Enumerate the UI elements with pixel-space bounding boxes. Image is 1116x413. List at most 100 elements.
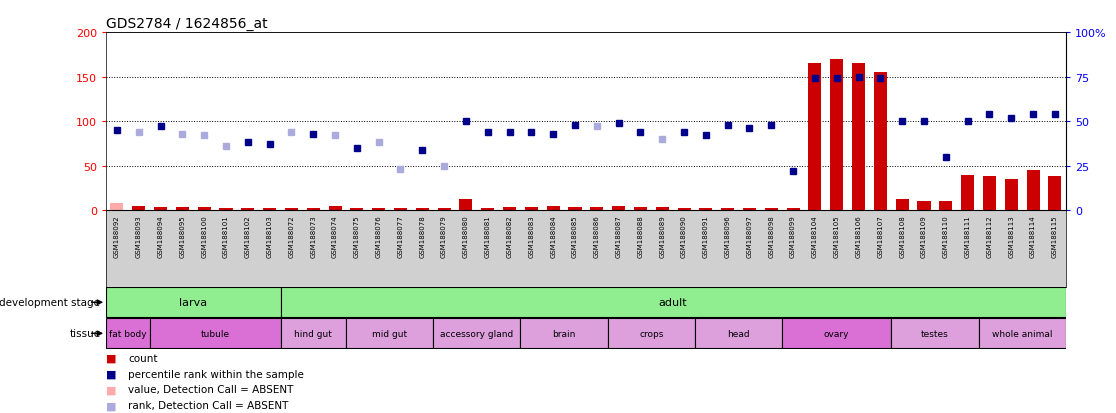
Bar (460, 200, 472, 211)
Bar (241, 209, 254, 211)
Text: value, Detection Call = ABSENT: value, Detection Call = ABSENT (128, 385, 294, 394)
Text: crops: crops (639, 329, 664, 338)
Text: ■: ■ (106, 400, 116, 410)
Bar (176, 208, 189, 211)
Bar (520, 319, 608, 349)
Bar (110, 204, 124, 211)
Text: GSM188079: GSM188079 (441, 214, 448, 257)
Bar (612, 206, 625, 211)
Bar (285, 209, 298, 211)
Text: whole animal: whole animal (992, 329, 1052, 338)
Bar (700, 209, 712, 211)
Text: count: count (128, 353, 157, 363)
Bar (830, 60, 844, 211)
Bar (154, 208, 167, 211)
Text: GSM188098: GSM188098 (768, 214, 775, 257)
Text: GSM188075: GSM188075 (354, 214, 359, 257)
Text: GSM188081: GSM188081 (484, 214, 491, 257)
Bar (874, 73, 887, 211)
Text: GSM188114: GSM188114 (1030, 214, 1036, 257)
Bar (695, 319, 782, 349)
Bar (677, 209, 691, 211)
Bar (1004, 180, 1018, 211)
Text: GDS2784 / 1624856_at: GDS2784 / 1624856_at (106, 17, 268, 31)
Bar (150, 319, 280, 349)
Text: GSM188100: GSM188100 (201, 214, 208, 257)
Text: GSM188095: GSM188095 (180, 214, 185, 257)
Text: GSM188105: GSM188105 (834, 214, 839, 257)
Bar (503, 208, 516, 211)
Bar (350, 209, 364, 211)
Text: ■: ■ (106, 369, 116, 379)
Bar (106, 319, 150, 349)
Text: GSM188115: GSM188115 (1052, 214, 1058, 257)
Text: GSM188093: GSM188093 (136, 214, 142, 257)
Bar (608, 319, 695, 349)
Bar (787, 209, 800, 211)
Text: tubule: tubule (201, 329, 230, 338)
Text: GSM188101: GSM188101 (223, 214, 229, 257)
Bar (979, 319, 1066, 349)
Text: GSM188080: GSM188080 (463, 214, 469, 257)
Text: fat body: fat body (109, 329, 146, 338)
Text: GSM188096: GSM188096 (724, 214, 731, 257)
Bar (940, 202, 952, 211)
Text: head: head (728, 329, 750, 338)
Bar (220, 209, 232, 211)
Bar (892, 319, 979, 349)
Text: GSM188106: GSM188106 (856, 214, 862, 257)
Bar (743, 209, 756, 211)
Text: tissue: tissue (69, 328, 100, 339)
Bar (433, 319, 520, 349)
Bar (346, 319, 433, 349)
Text: rank, Detection Call = ABSENT: rank, Detection Call = ABSENT (128, 400, 289, 410)
Bar (1027, 171, 1040, 211)
Bar (280, 287, 1066, 317)
Text: GSM188077: GSM188077 (397, 214, 404, 257)
Text: GSM188078: GSM188078 (420, 214, 425, 257)
Text: GSM188085: GSM188085 (573, 214, 578, 257)
Text: GSM188073: GSM188073 (310, 214, 316, 257)
Text: GSM188083: GSM188083 (528, 214, 535, 257)
Text: GSM188090: GSM188090 (681, 214, 687, 257)
Bar (656, 208, 668, 211)
Text: GSM188111: GSM188111 (964, 214, 971, 257)
Text: GSM188108: GSM188108 (899, 214, 905, 257)
Bar (896, 200, 908, 211)
Text: GSM188074: GSM188074 (333, 214, 338, 257)
Text: mid gut: mid gut (372, 329, 407, 338)
Bar (437, 209, 451, 211)
Bar (961, 175, 974, 211)
Text: GSM188104: GSM188104 (812, 214, 818, 257)
Bar (568, 208, 581, 211)
Text: GSM188092: GSM188092 (114, 214, 119, 257)
Text: GSM188086: GSM188086 (594, 214, 599, 257)
Bar (481, 209, 494, 211)
Bar (198, 208, 211, 211)
Bar (307, 209, 320, 211)
Bar (852, 64, 865, 211)
Text: GSM188082: GSM188082 (507, 214, 512, 257)
Text: larva: larva (180, 297, 208, 308)
Text: GSM188088: GSM188088 (637, 214, 644, 257)
Text: ■: ■ (106, 353, 116, 363)
Bar (416, 209, 429, 211)
Bar (525, 208, 538, 211)
Text: development stage: development stage (0, 297, 100, 308)
Text: GSM188110: GSM188110 (943, 214, 949, 257)
Bar (721, 209, 734, 211)
Text: adult: adult (658, 297, 687, 308)
Bar (394, 209, 407, 211)
Text: GSM188097: GSM188097 (747, 214, 752, 257)
Bar (983, 177, 995, 211)
Text: percentile rank within the sample: percentile rank within the sample (128, 369, 305, 379)
Bar (372, 209, 385, 211)
Text: hind gut: hind gut (295, 329, 333, 338)
Text: GSM188084: GSM188084 (550, 214, 556, 257)
Text: GSM188076: GSM188076 (376, 214, 382, 257)
Text: GSM188072: GSM188072 (288, 214, 295, 257)
Text: GSM188112: GSM188112 (987, 214, 992, 257)
Text: GSM188103: GSM188103 (267, 214, 272, 257)
Text: GSM188089: GSM188089 (660, 214, 665, 257)
Bar (764, 209, 778, 211)
